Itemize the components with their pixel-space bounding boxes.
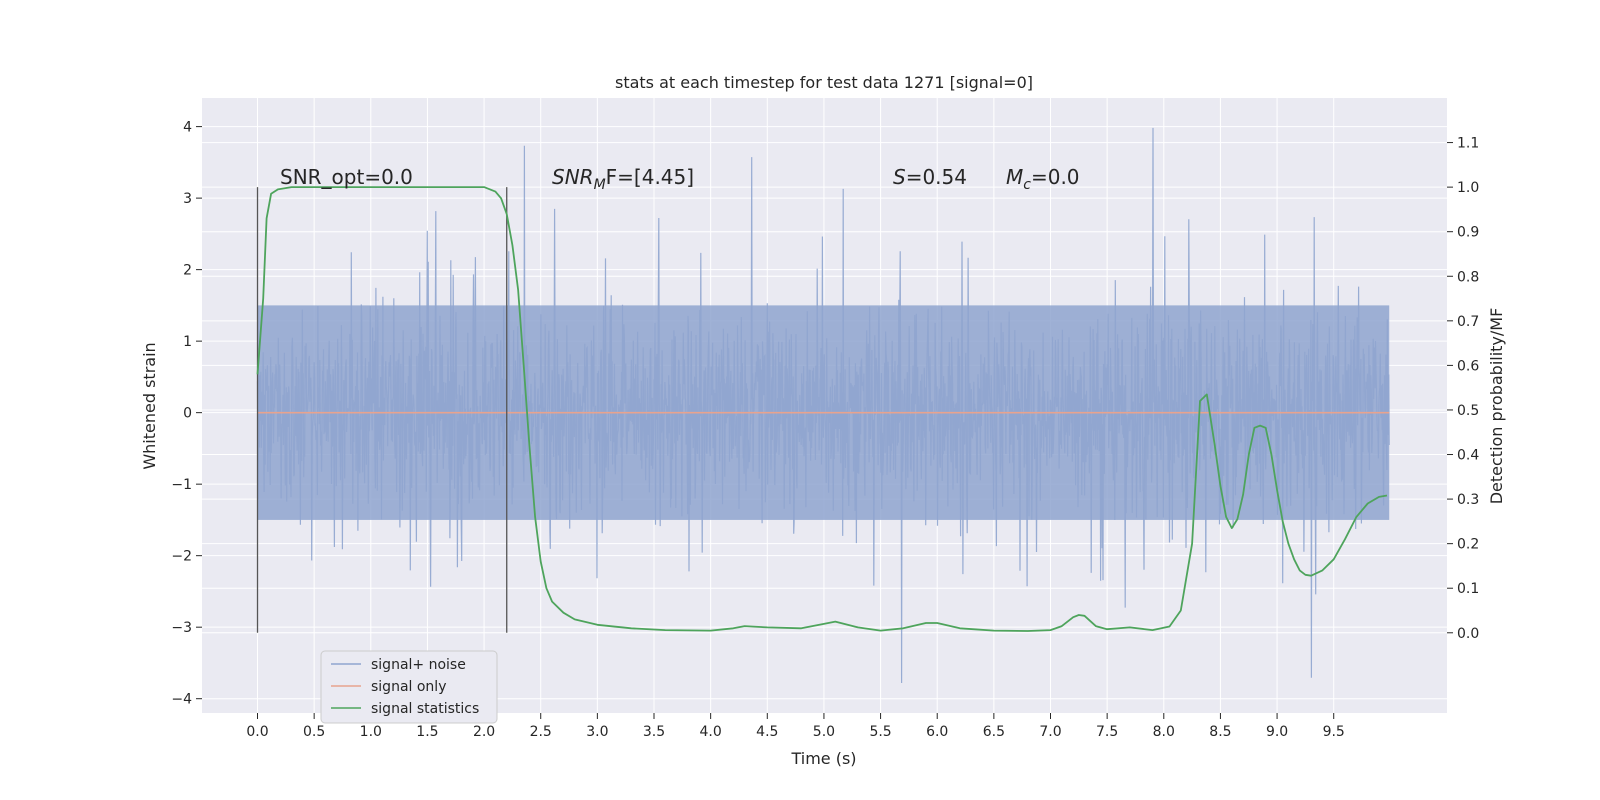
y-right-tick-label: 0.8	[1457, 269, 1479, 285]
snr-mf-value: F=[4.45]	[606, 165, 694, 189]
x-tick-label: 3.0	[586, 724, 608, 740]
x-tick-label: 1.5	[416, 724, 438, 740]
y-tick-label: −1	[171, 477, 192, 493]
y-tick-label: −4	[171, 692, 192, 708]
legend-box	[320, 650, 498, 724]
chart-title: stats at each timestep for test data 127…	[615, 73, 1033, 92]
y-right-tick-label: 0.4	[1457, 448, 1479, 464]
y-right-tick-label: 1.0	[1457, 180, 1479, 196]
signal-statistics-line	[256, 186, 1388, 632]
mc-annotation: Mc=0.0	[1006, 165, 1080, 193]
legend-signal-label: signal only	[371, 679, 446, 695]
x-tick-label: 4.0	[700, 724, 722, 740]
snr-opt-annotation: SNR_opt=0.0	[280, 165, 413, 189]
x-tick-label: 2.5	[530, 724, 552, 740]
y-right-tick-label: 1.1	[1457, 136, 1479, 152]
mc-symbol: M	[1006, 165, 1023, 189]
y-tick-label: 2	[183, 263, 192, 279]
x-tick-label: 9.5	[1323, 724, 1345, 740]
y-right-tick-label: 0.1	[1457, 581, 1479, 597]
y-right-tick-label: 0.0	[1457, 626, 1479, 642]
x-tick-label: 7.5	[1096, 724, 1118, 740]
y-right-tick-label: 0.9	[1457, 225, 1479, 241]
y-right-tick-label: 0.2	[1457, 537, 1479, 553]
tick-marks-and-labels: 0.0 0.5 1.0 1.5 2.0 2.5 3.0 3.5 4.0 4.5 5.0 5.5 6.0 6…	[171, 120, 1479, 740]
x-tick-label: 8.0	[1153, 724, 1175, 740]
mc-value: =0.0	[1031, 165, 1080, 189]
x-tick-label: 5.5	[869, 724, 891, 740]
snr-mf-annotation: SNRMF=[4.45]	[552, 165, 694, 193]
x-tick-label: 6.0	[926, 724, 948, 740]
x-tick-label: 3.5	[643, 724, 665, 740]
x-tick-label: 0.0	[246, 724, 268, 740]
y-tick-label: 3	[183, 191, 192, 207]
y-right-tick-label: 0.3	[1457, 492, 1479, 508]
snr-mf-symbol: SNR	[552, 165, 594, 189]
x-tick-label: 5.0	[813, 724, 835, 740]
x-tick-label: 0.5	[303, 724, 325, 740]
x-tick-label: 2.0	[473, 724, 495, 740]
x-tick-label: 1.0	[360, 724, 382, 740]
signal-statistics-series	[256, 186, 1388, 632]
x-axis-label: Time (s)	[790, 749, 856, 768]
s-annotation: S=0.54	[893, 165, 967, 189]
s-symbol: S	[893, 165, 906, 189]
y-tick-label: −2	[171, 549, 192, 565]
y-tick-label: 4	[183, 120, 192, 136]
y-axis-label: Whitened strain	[140, 342, 159, 469]
snr-mf-subscript: M	[594, 177, 606, 193]
y-tick-label: −3	[171, 620, 192, 636]
y-tick-label: 0	[183, 406, 192, 422]
x-tick-label: 6.5	[983, 724, 1005, 740]
x-tick-label: 8.5	[1209, 724, 1231, 740]
s-value: =0.54	[906, 165, 967, 189]
legend-noise-label: signal+ noise	[371, 657, 466, 673]
x-tick-label: 4.5	[756, 724, 778, 740]
y-right-tick-label: 0.5	[1457, 403, 1479, 419]
vertical-markers	[256, 187, 508, 633]
x-tick-label: 7.0	[1039, 724, 1061, 740]
y-right-tick-label: 0.7	[1457, 314, 1479, 330]
y-right-tick-label: 0.6	[1457, 358, 1479, 374]
y-right-axis-label: Detection probability/MF	[1487, 308, 1506, 505]
y-tick-label: 1	[183, 334, 192, 350]
legend: signal+ noise signal only signal statist…	[320, 650, 498, 724]
legend-stats-label: signal statistics	[371, 701, 479, 717]
mc-subscript: c	[1023, 177, 1031, 193]
x-tick-label: 9.0	[1266, 724, 1288, 740]
